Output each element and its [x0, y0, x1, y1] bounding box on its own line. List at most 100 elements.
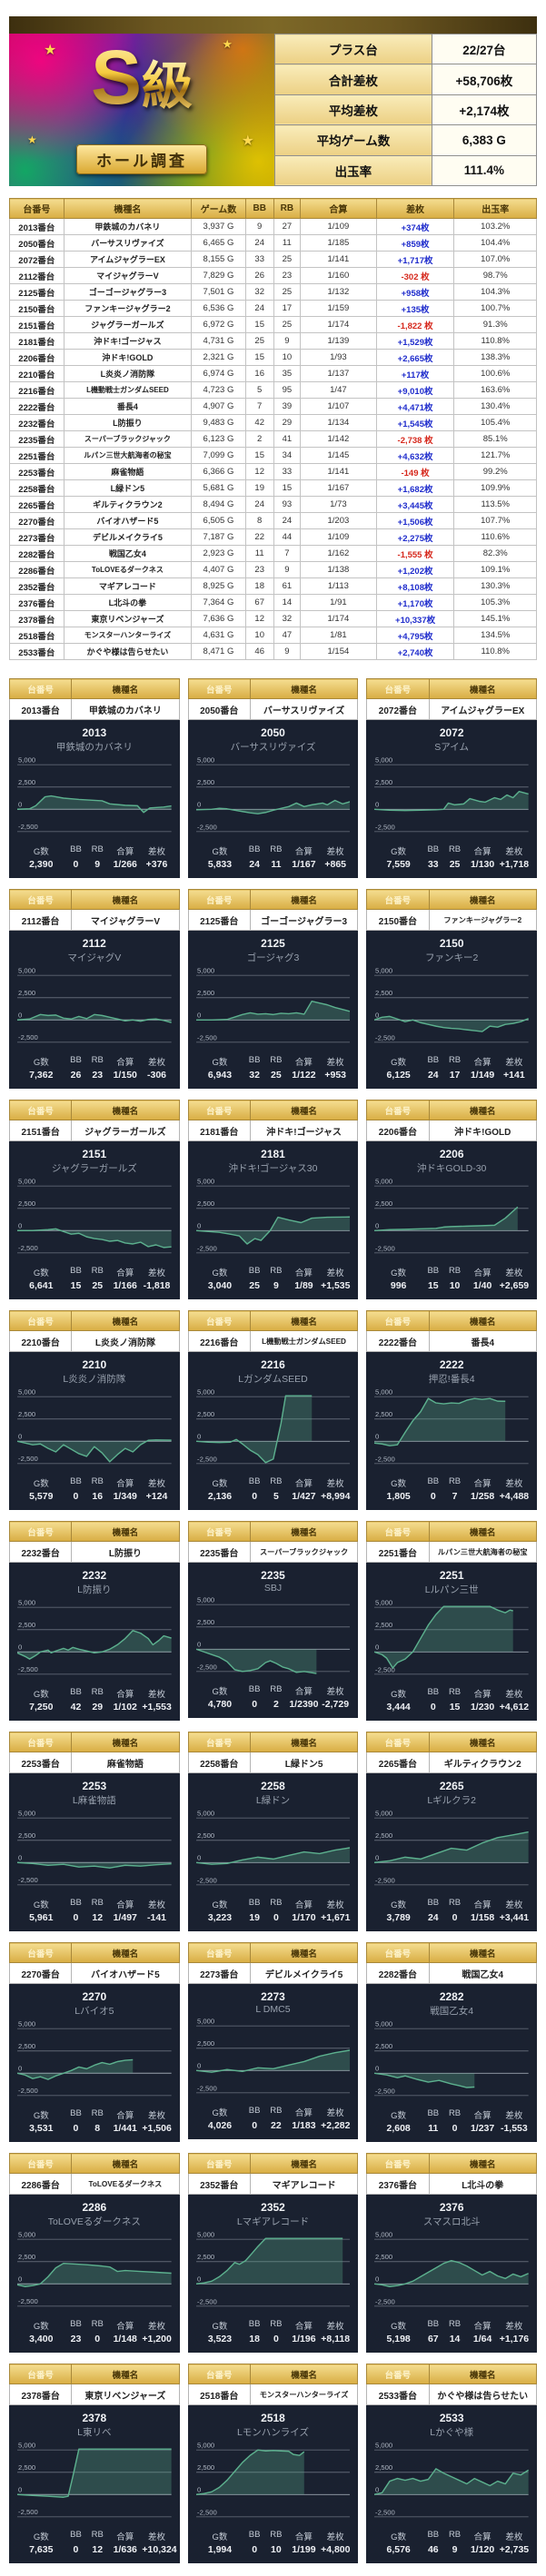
- chart-panel: 2050 バーサスリヴァイズ 5,000 2,500 0 -2,500 G数 BB RB 合算 差枚…: [187, 720, 359, 879]
- slump-chart: 5,000 2,500 0 -2,500: [374, 756, 529, 833]
- svg-text:0: 0: [197, 801, 201, 809]
- machine-card: 台番号 機種名 2151番台 ジャグラーガールズ 2151 ジャグラーガールズ 5,000 2…: [8, 1100, 180, 1300]
- games-cell: 7,636 G: [191, 610, 246, 627]
- slump-chart: 5,000 2,500 0 -2,500: [195, 756, 351, 833]
- card-stats-header: G数: [391, 2322, 407, 2333]
- machine-card: 台番号 機種名 2378番台 東京リベンジャーズ 2378 L東リベ 5,000 2,500 0…: [8, 2364, 180, 2564]
- card-unit-value: 2265番台: [366, 1752, 430, 1774]
- rb-cell: 33: [273, 463, 302, 480]
- card-stats-header: RB: [91, 1476, 104, 1487]
- card-stats-header: RB: [91, 844, 104, 855]
- card-unit-header: 台番号: [187, 1310, 251, 1332]
- card-stats-value: 15: [70, 1280, 82, 1292]
- svg-text:5,000: 5,000: [18, 1178, 35, 1186]
- card-stats-value: 25: [92, 1280, 104, 1292]
- card-stats-value: 7: [452, 1491, 458, 1503]
- machine-card: 台番号 機種名 2216番台 L機動戦士ガンダムSEED 2216 LガンダムSEED 5,…: [187, 1310, 359, 1511]
- card-stats-header: BB: [427, 2319, 440, 2330]
- bb-cell: 15: [244, 447, 274, 464]
- card-stats-header: BB: [248, 2530, 261, 2541]
- card-stats-header-row: G数 BB RB 合算 差枚: [196, 2319, 351, 2332]
- card-unit-header: 台番号: [8, 1310, 73, 1332]
- games-cell: 3,937 G: [191, 218, 246, 235]
- card-stats-header: 合算: [473, 1479, 491, 1490]
- card-machine-header: 機種名: [428, 1310, 538, 1332]
- gassan-cell: 1/138: [300, 561, 377, 578]
- card-header-table: 台番号 機種名 2181番台 沖ドキ!ゴージャス: [187, 1100, 359, 1142]
- diff-cell: +3,445枚: [375, 496, 455, 513]
- card-stats-header-row: G数 BB RB 合算 差枚: [17, 1476, 172, 1489]
- gassan-cell: 1/160: [300, 267, 377, 284]
- card-unit-value: 2206番台: [366, 1120, 430, 1142]
- card-stats-value: 1/349: [113, 1491, 137, 1503]
- slump-chart: 5,000 2,500 0 -2,500: [17, 1388, 172, 1465]
- rb-cell: 95: [273, 381, 302, 399]
- machine-cards-grid: 台番号 機種名 2013番台 甲鉄城のカバネリ 2013 甲鉄城のカバネリ 5,000 2,5…: [8, 678, 538, 2564]
- bb-cell: 7: [244, 398, 274, 415]
- table-row: 2376番台 L北斗の拳 7,364 G 67 14 1/91 +1,170枚 105.3%: [9, 594, 537, 611]
- card-machine-value: バーサスリヴァイズ: [249, 698, 359, 720]
- svg-text:2,500: 2,500: [375, 1410, 392, 1418]
- card-unit-value: 2210番台: [8, 1330, 73, 1353]
- svg-text:2,500: 2,500: [375, 2042, 392, 2050]
- card-stats-header: 合算: [294, 1900, 313, 1911]
- machine-card: 台番号 機種名 2273番台 デビルメイクライ5 2273 L DMC5 5,000 2,50…: [187, 1942, 359, 2142]
- rate-cell: 109.1%: [453, 561, 537, 578]
- card-stats-value: 1/497: [113, 1912, 137, 1924]
- svg-text:-2,500: -2,500: [18, 1455, 38, 1463]
- card-stats-value-row: 3,400 23 0 1/148 +1,200: [17, 2332, 172, 2344]
- card-stats-header-row: G数 BB RB 合算 差枚: [374, 844, 529, 857]
- table-row: 2150番台 ファンキージャグラー2 6,536 G 24 17 1/159 +135枚 10…: [9, 300, 537, 317]
- rate-cell: 163.6%: [453, 381, 537, 399]
- card-header-table: 台番号 機種名 2258番台 L緑ドン5: [187, 1732, 359, 1774]
- svg-text:2,500: 2,500: [197, 2463, 214, 2472]
- card-stats-header: G数: [212, 1900, 228, 1911]
- svg-text:-2,500: -2,500: [18, 2297, 38, 2305]
- svg-text:2,500: 2,500: [197, 2039, 214, 2048]
- chart-subtitle: Lかぐや様: [430, 2427, 474, 2439]
- card-stats-header: 差枚: [326, 2108, 344, 2119]
- card-stats: G数 BB RB 合算 差枚 5,833 24 11 1/167 +865: [196, 844, 351, 870]
- card-stats-value: 3,789: [386, 1912, 411, 1924]
- card-stats-header: 差枚: [505, 2111, 523, 2122]
- card-stats: G数 BB RB 合算 差枚 996 15 10 1/40 +2,659: [374, 1266, 529, 1291]
- card-stats-header: RB: [270, 1055, 283, 1066]
- chart-subtitle: L炎炎ノ消防隊: [63, 1374, 126, 1386]
- games-cell: 7,364 G: [191, 594, 246, 611]
- machine-cell: 番長4: [63, 398, 193, 415]
- chart-subtitle: LガンダムSEED: [238, 1374, 308, 1386]
- card-stats-header: BB: [248, 1684, 261, 1695]
- slump-chart: 5,000 2,500 0 -2,500: [17, 1810, 172, 1886]
- machine-cell: ファンキージャグラー2: [63, 300, 193, 317]
- card-stats: G数 BB RB 合算 差枚 6,641 15 25 1/166 -1,818: [17, 1266, 172, 1291]
- table-row: 2072番台 アイムジャグラーEX 8,155 G 33 25 1/141 +1,717枚 1…: [9, 251, 537, 268]
- svg-text:0: 0: [197, 1641, 201, 1649]
- svg-text:-2,500: -2,500: [197, 1663, 217, 1671]
- card-stats-header: BB: [248, 1055, 261, 1066]
- card-stats-value: -1,818: [143, 1280, 171, 1292]
- games-cell: 7,829 G: [191, 267, 246, 284]
- card-machine-header: 機種名: [71, 889, 180, 911]
- slump-chart: 5,000 2,500 0 -2,500: [195, 2018, 351, 2094]
- chart-panel: 2151 ジャグラーガールズ 5,000 2,500 0 -2,500 G数 BB RB 合算 差枚…: [9, 1141, 180, 1300]
- rb-cell: 15: [273, 479, 302, 497]
- slump-chart: 5,000 2,500 0 -2,500: [195, 2231, 351, 2307]
- card-stats-header-row: G数 BB RB 合算 差枚: [196, 1266, 351, 1278]
- card-stats-header: 差枚: [326, 1268, 344, 1279]
- svg-text:0: 0: [375, 1222, 379, 1230]
- card-stats-header: 合算: [294, 1687, 313, 1698]
- games-cell: 8,925 G: [191, 577, 246, 595]
- svg-text:5,000: 5,000: [197, 2231, 214, 2239]
- card-stats-value: 0: [73, 1912, 79, 1924]
- rate-cell: 99.2%: [453, 463, 537, 480]
- unit-cell: 2273番台: [9, 528, 65, 546]
- diff-cell: +1,202枚: [375, 561, 455, 578]
- games-cell: 4,407 G: [191, 561, 246, 578]
- card-stats-value: 23: [92, 1070, 104, 1081]
- card-stats-header-row: G数 BB RB 合算 差枚: [17, 2319, 172, 2332]
- card-stats-value: 3,400: [29, 2334, 54, 2345]
- summary-value: 22/27台: [431, 33, 538, 65]
- card-machine-header: 機種名: [249, 889, 359, 911]
- games-cell: 6,972 G: [191, 316, 246, 333]
- rb-cell: 7: [273, 545, 302, 562]
